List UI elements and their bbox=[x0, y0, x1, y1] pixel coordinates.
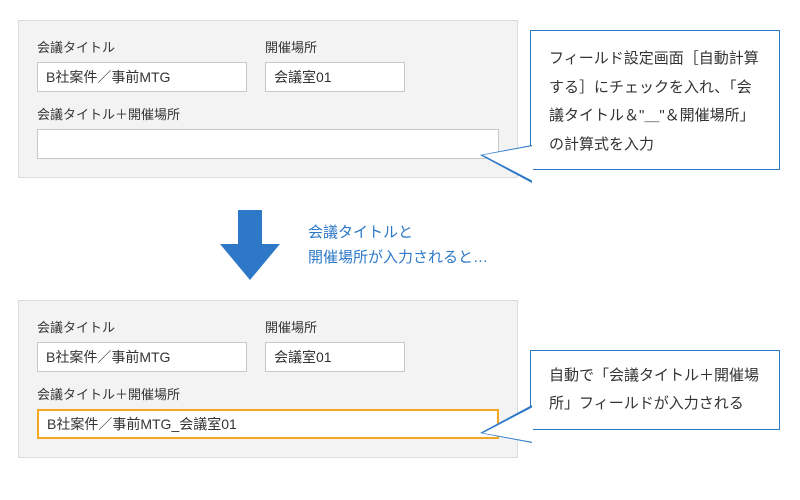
field-location: 開催場所 bbox=[265, 317, 405, 372]
down-arrow-icon bbox=[220, 210, 280, 280]
label-location: 開催場所 bbox=[265, 317, 405, 336]
callout-text: フィールド設定画面［自動計算する］にチェックを入れ、「会議タイトル＆"＿"＆開催… bbox=[549, 50, 759, 153]
field-combined: 会議タイトル＋開催場所 bbox=[37, 104, 499, 159]
row-fields: 会議タイトル 開催場所 bbox=[37, 37, 499, 92]
input-location[interactable] bbox=[265, 342, 405, 372]
label-combined: 会議タイトル＋開催場所 bbox=[37, 104, 499, 123]
input-meeting-title[interactable] bbox=[37, 342, 247, 372]
field-meeting-title: 会議タイトル bbox=[37, 37, 247, 92]
form-panel-before: 会議タイトル 開催場所 会議タイトル＋開催場所 bbox=[18, 20, 518, 178]
input-combined[interactable] bbox=[37, 129, 499, 159]
arrow-section: 会議タイトルと 開催場所が入力されると… bbox=[220, 210, 488, 280]
label-meeting-title: 会議タイトル bbox=[37, 317, 247, 336]
callout-pointer-icon bbox=[483, 146, 533, 181]
label-location: 開催場所 bbox=[265, 37, 405, 56]
input-meeting-title[interactable] bbox=[37, 62, 247, 92]
field-meeting-title: 会議タイトル bbox=[37, 317, 247, 372]
field-location: 開催場所 bbox=[265, 37, 405, 92]
callout-pointer-icon bbox=[483, 407, 533, 442]
callout-text: 自動で「会議タイトル＋開催場所」フィールドが入力される bbox=[549, 362, 761, 419]
label-meeting-title: 会議タイトル bbox=[37, 37, 247, 56]
arrow-caption: 会議タイトルと 開催場所が入力されると… bbox=[308, 220, 488, 271]
field-combined: 会議タイトル＋開催場所 bbox=[37, 384, 499, 439]
form-panel-after: 会議タイトル 開催場所 会議タイトル＋開催場所 bbox=[18, 300, 518, 458]
callout-formula-explanation: フィールド設定画面［自動計算する］にチェックを入れ、「会議タイトル＆"＿"＆開催… bbox=[530, 30, 780, 170]
input-combined-result[interactable] bbox=[37, 409, 499, 439]
callout-result-explanation: 自動で「会議タイトル＋開催場所」フィールドが入力される bbox=[530, 350, 780, 430]
label-combined: 会議タイトル＋開催場所 bbox=[37, 384, 499, 403]
input-location[interactable] bbox=[265, 62, 405, 92]
row-fields: 会議タイトル 開催場所 bbox=[37, 317, 499, 372]
